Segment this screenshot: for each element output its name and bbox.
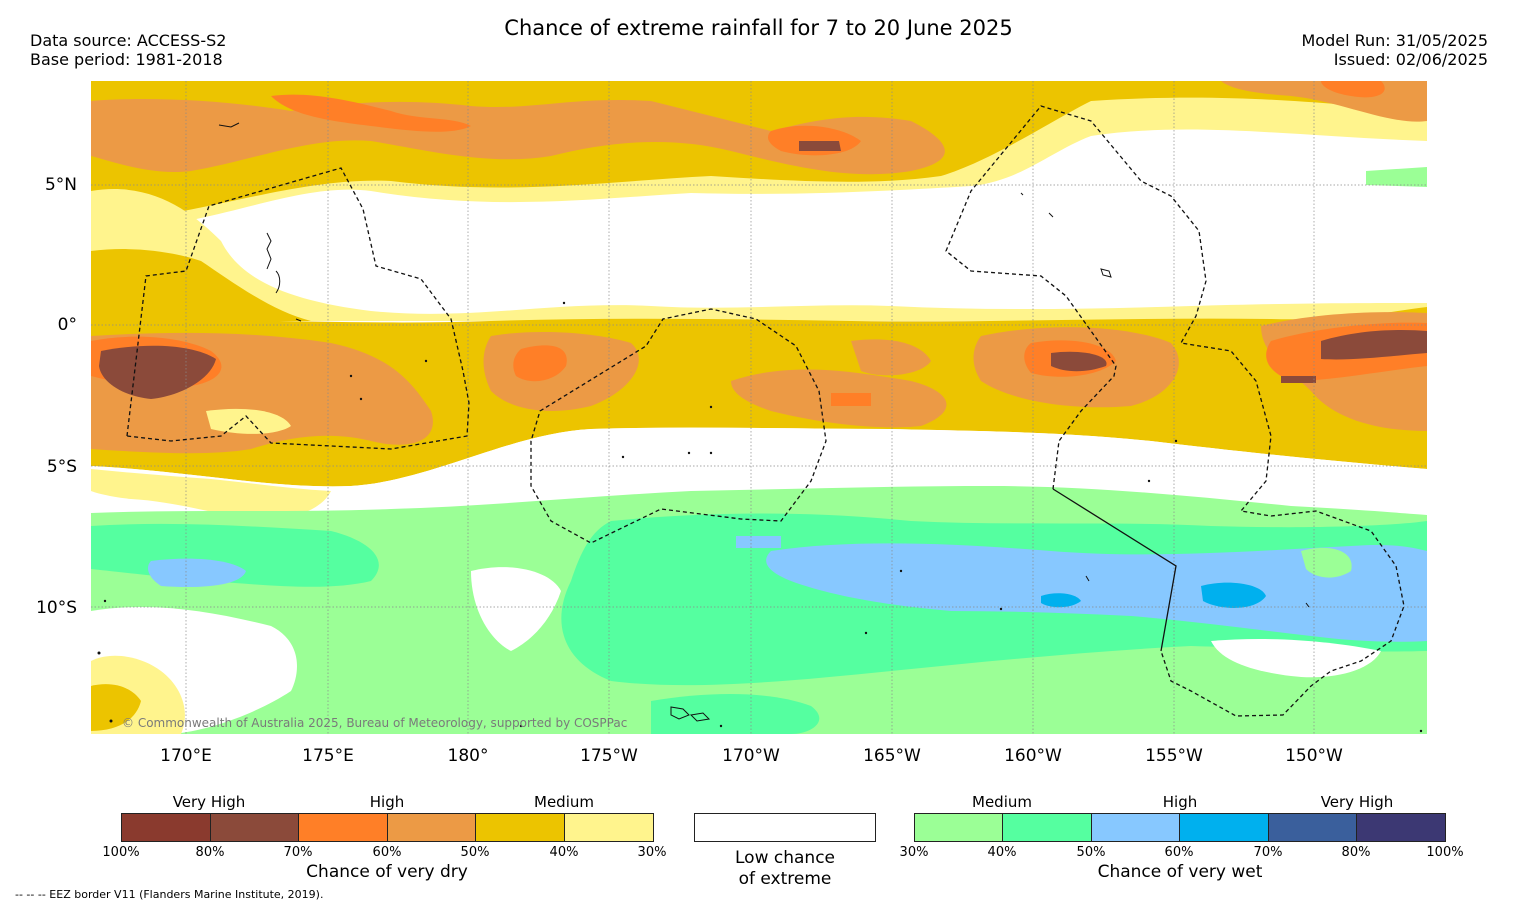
eez-borders: [126, 105, 1405, 717]
model-run-label: Model Run: 31/05/2025: [1301, 31, 1489, 50]
maritime-boundary-line: [1052, 488, 1177, 652]
dry-tick-70: 70%: [283, 845, 313, 860]
wet-tick-30: 30%: [899, 845, 929, 860]
dry-legend-title: Chance of very dry: [306, 862, 468, 882]
wet-category-medium: Medium: [972, 793, 1032, 811]
wet-swatch-60-70: [1179, 813, 1269, 842]
small-atolls: [97, 301, 1423, 733]
lon-label-155w: 155°W: [1145, 746, 1203, 766]
dry-swatch-70-60: [298, 813, 388, 842]
wet-swatch-50-60: [1091, 813, 1180, 842]
dry-tick-80: 80%: [195, 845, 225, 860]
lon-label-180: 180°: [447, 746, 489, 766]
lat-label-5s: 5°S: [46, 457, 77, 477]
lon-label-175w: 175°W: [580, 746, 638, 766]
dry-swatch-100-80: [121, 813, 211, 842]
eez-footnote: -- -- -- EEZ border V11 (Flanders Marine…: [15, 888, 324, 901]
low-chance-swatch: [694, 813, 876, 842]
dry-swatch-50-40: [475, 813, 565, 842]
dry-swatch-80-70: [210, 813, 299, 842]
wet-category-very-high: Very High: [1320, 793, 1394, 811]
wet-category-high: High: [1162, 793, 1198, 811]
wet-tick-100: 100%: [1426, 845, 1464, 860]
map-title: Chance of extreme rainfall for 7 to 20 J…: [504, 16, 1013, 40]
rainfall-field: [91, 81, 1427, 734]
wet-legend-title: Chance of very wet: [1097, 862, 1263, 882]
wet-tick-60: 60%: [1164, 845, 1194, 860]
wet-swatch-70-80: [1268, 813, 1357, 842]
low-chance-label-line1: Low chance: [735, 848, 835, 868]
gridlines: [91, 81, 1427, 734]
lon-label-170w: 170°W: [722, 746, 780, 766]
dry-swatch-60-50: [387, 813, 476, 842]
dry-category-high: High: [369, 793, 405, 811]
data-source-label: Data source: ACCESS-S2: [30, 31, 227, 50]
lon-label-160w: 160°W: [1004, 746, 1062, 766]
dry-tick-100: 100%: [102, 845, 140, 860]
lon-label-150w: 150°W: [1285, 746, 1343, 766]
wet-swatch-40-50: [1002, 813, 1092, 842]
lat-label-equator: 0°: [57, 315, 77, 335]
islands: [218, 122, 1310, 722]
copyright-text: © Commonwealth of Australia 2025, Bureau…: [122, 716, 628, 730]
issued-label: Issued: 02/06/2025: [1333, 50, 1488, 69]
wet-tick-40: 40%: [987, 845, 1017, 860]
rainfall-map: [91, 81, 1427, 734]
lon-label-165w: 165°W: [863, 746, 921, 766]
wet-tick-80: 80%: [1341, 845, 1371, 860]
dry-category-medium: Medium: [534, 793, 594, 811]
dry-swatch-40-30: [564, 813, 653, 842]
dry-category-very-high: Very High: [172, 793, 246, 811]
dry-tick-30: 30%: [637, 845, 667, 860]
wet-swatch-80-100: [1356, 813, 1446, 842]
wet-tick-50: 50%: [1076, 845, 1106, 860]
lon-label-175e: 175°E: [302, 746, 354, 766]
lat-label-10s: 10°S: [36, 598, 77, 618]
base-period-label: Base period: 1981-2018: [30, 50, 223, 69]
dry-tick-60: 60%: [372, 845, 402, 860]
wet-tick-70: 70%: [1253, 845, 1283, 860]
dry-tick-50: 50%: [460, 845, 490, 860]
lon-label-170e: 170°E: [160, 746, 212, 766]
wet-swatch-30-40: [914, 813, 1003, 842]
lat-label-5n: 5°N: [44, 175, 77, 195]
low-chance-label-line2: of extreme: [738, 869, 832, 889]
dry-tick-40: 40%: [549, 845, 579, 860]
